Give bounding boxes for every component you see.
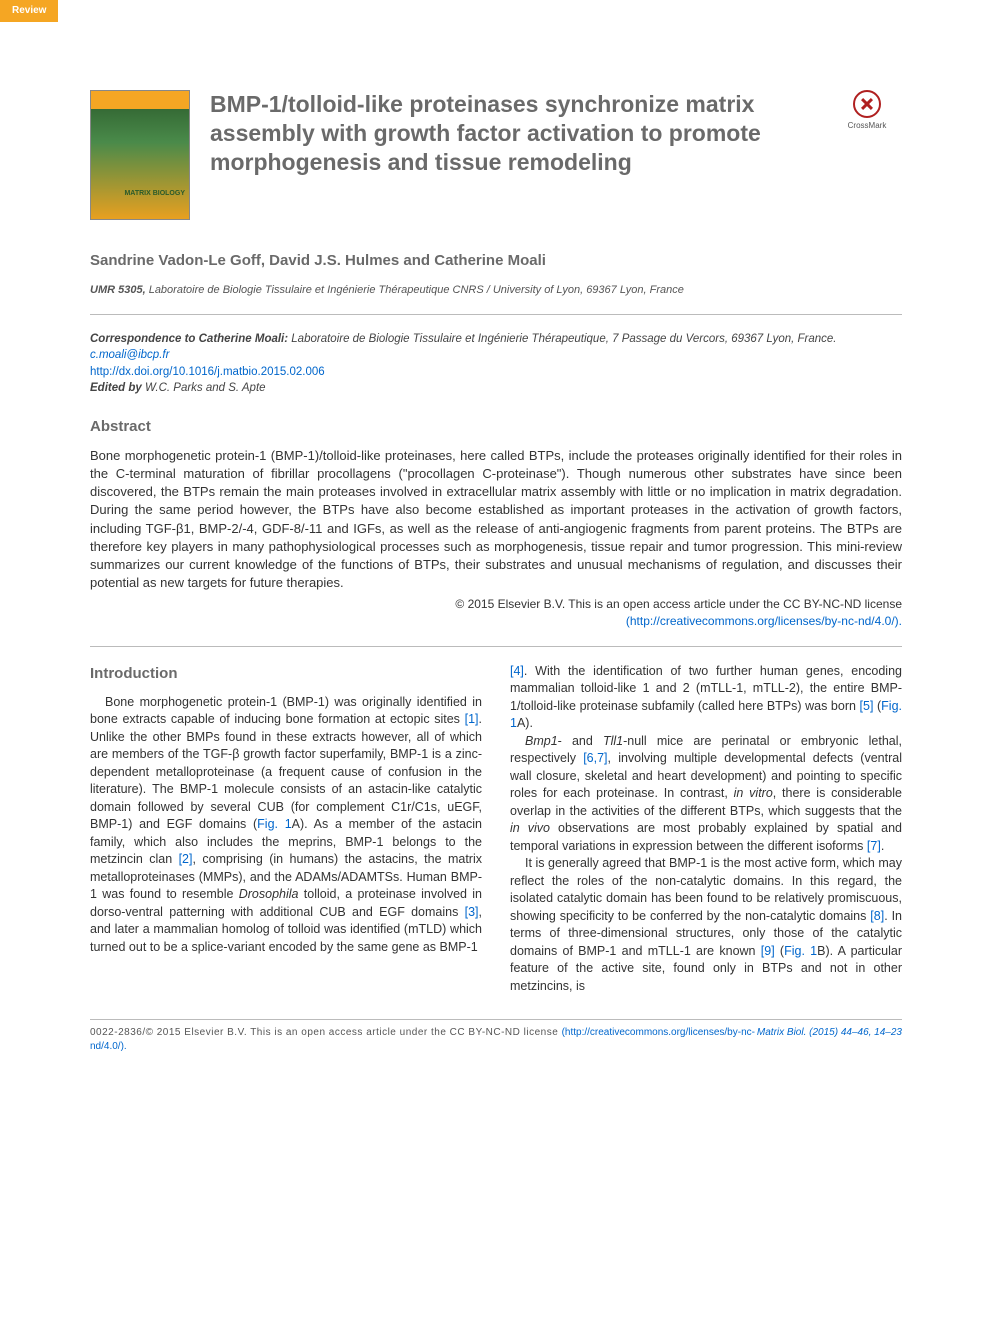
title-block: BMP-1/tolloid-like proteinases synchroni… [210, 90, 812, 176]
ref-link[interactable]: [6,7] [583, 751, 607, 765]
ref-link[interactable]: [9] [761, 944, 775, 958]
abstract-heading: Abstract [90, 416, 902, 437]
edited-by-label: Edited by [90, 382, 142, 394]
italic-term: in vitro [734, 786, 773, 800]
article-title: BMP-1/tolloid-like proteinases synchroni… [210, 90, 812, 176]
body-para: It is generally agreed that BMP-1 is the… [510, 855, 902, 995]
page-container: MATRIX BIOLOGY BMP-1/tolloid-like protei… [0, 0, 992, 1084]
ref-link[interactable]: [5] [860, 699, 874, 713]
body-columns: Introduction Bone morphogenetic protein-… [90, 663, 902, 996]
correspondence-text: Laboratoire de Biologie Tissulaire et In… [288, 333, 836, 345]
edited-by-names: W.C. Parks and S. Apte [142, 382, 266, 394]
body-para: Bmp1- and Tll1-null mice are perinatal o… [510, 733, 902, 856]
license-link[interactable]: (http://creativecommons.org/licenses/by-… [626, 614, 902, 628]
figure-link[interactable]: Fig. 1 [784, 944, 817, 958]
divider-2 [90, 646, 902, 647]
review-badge: Review [0, 0, 58, 22]
copyright-line: © 2015 Elsevier B.V. This is an open acc… [90, 596, 902, 630]
footer-left: 0022-2836/© 2015 Elsevier B.V. This is a… [90, 1026, 757, 1054]
page-footer: 0022-2836/© 2015 Elsevier B.V. This is a… [90, 1019, 902, 1054]
italic-term: Bmp1 [525, 734, 558, 748]
body-para: [4]. With the identification of two furt… [510, 663, 902, 733]
crossmark-badge[interactable]: CrossMark [832, 90, 902, 131]
footer-citation: Matrix Biol. (2015) 44–46, 14–23 [757, 1026, 902, 1054]
journal-cover-thumb: MATRIX BIOLOGY [90, 90, 190, 220]
doi-link[interactable]: http://dx.doi.org/10.1016/j.matbio.2015.… [90, 366, 325, 378]
correspondence-label: Correspondence to Catherine Moali: [90, 333, 288, 345]
header-row: MATRIX BIOLOGY BMP-1/tolloid-like protei… [90, 90, 902, 220]
cover-title: MATRIX BIOLOGY [124, 189, 185, 199]
affiliation-lab: UMR 5305, [90, 284, 146, 296]
body-para: Bone morphogenetic protein-1 (BMP-1) was… [90, 694, 482, 957]
affiliation: UMR 5305, Laboratoire de Biologie Tissul… [90, 283, 902, 298]
author-list: Sandrine Vadon-Le Goff, David J.S. Hulme… [90, 250, 902, 271]
column-right: [4]. With the identification of two furt… [510, 663, 902, 996]
ref-link[interactable]: [2] [179, 852, 193, 866]
italic-term: Tll1 [603, 734, 623, 748]
divider [90, 314, 902, 315]
correspondence: Correspondence to Catherine Moali: Labor… [90, 331, 902, 363]
intro-heading: Introduction [90, 663, 482, 684]
ref-link[interactable]: [1] [465, 712, 479, 726]
correspondence-email-link[interactable]: c.moali@ibcp.fr [90, 349, 169, 361]
abstract-text: Bone morphogenetic protein-1 (BMP-1)/tol… [90, 447, 902, 593]
ref-link[interactable]: [8] [870, 909, 884, 923]
footer-copyright: 0022-2836/© 2015 Elsevier B.V. This is a… [90, 1027, 558, 1038]
italic-term: Drosophila [239, 887, 299, 901]
edited-by: Edited by W.C. Parks and S. Apte [90, 380, 902, 396]
column-left: Introduction Bone morphogenetic protein-… [90, 663, 482, 996]
crossmark-label: CrossMark [832, 120, 902, 131]
doi-line: http://dx.doi.org/10.1016/j.matbio.2015.… [90, 364, 902, 380]
figure-link[interactable]: Fig. 1 [257, 817, 292, 831]
italic-term: in vivo [510, 821, 550, 835]
ref-link[interactable]: [4] [510, 664, 524, 678]
ref-link[interactable]: [7] [867, 839, 881, 853]
ref-link[interactable]: [3] [465, 905, 479, 919]
crossmark-icon [853, 90, 881, 118]
affiliation-text: Laboratoire de Biologie Tissulaire et In… [146, 284, 684, 296]
copyright-text: © 2015 Elsevier B.V. This is an open acc… [455, 597, 902, 611]
